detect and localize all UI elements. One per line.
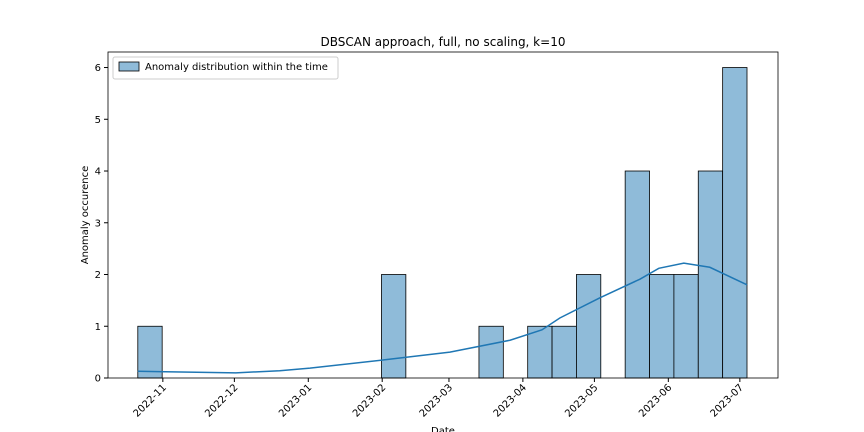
y-tick-label: 4: [95, 167, 101, 178]
y-axis-label: Anomaly occurence: [80, 166, 91, 265]
x-tick-label: 2023-03: [418, 382, 455, 419]
y-tick-label: 6: [95, 63, 101, 74]
bar: [551, 325, 577, 379]
x-tick-label: 2023-07: [709, 382, 746, 419]
legend-swatch: [118, 61, 140, 72]
chart-title: DBSCAN approach, full, no scaling, k=10: [321, 35, 566, 49]
bar: [722, 67, 748, 379]
x-tick-label: 2022-11: [132, 382, 169, 419]
x-tick-label: 2023-02: [351, 382, 388, 419]
kde-line: [137, 262, 748, 374]
bar: [381, 274, 407, 379]
legend: Anomaly distribution within the time: [112, 56, 339, 80]
legend-label: Anomaly distribution within the time: [145, 62, 328, 73]
x-tick-label: 2023-01: [277, 382, 314, 419]
x-tick-label: 2023-05: [563, 382, 600, 419]
plot-frame: [107, 51, 779, 379]
bar: [137, 325, 163, 379]
x-tick-label: 2023-06: [637, 382, 674, 419]
bar: [673, 274, 699, 379]
bar: [624, 170, 650, 379]
bar: [576, 274, 602, 379]
bar: [649, 274, 675, 379]
y-tick-label: 0: [95, 374, 101, 385]
bar: [527, 325, 553, 379]
y-tick-label: 3: [95, 218, 101, 229]
y-tick-label: 2: [95, 270, 101, 281]
y-tick-label: 1: [95, 322, 101, 333]
bar: [697, 170, 724, 379]
bar: [478, 325, 504, 379]
legend-frame: [112, 56, 339, 80]
x-tick-label: 2022-12: [203, 382, 240, 419]
y-tick-label: 5: [95, 115, 101, 126]
x-tick-label: 2023-04: [492, 382, 529, 419]
x-axis-label: Date: [431, 426, 455, 432]
